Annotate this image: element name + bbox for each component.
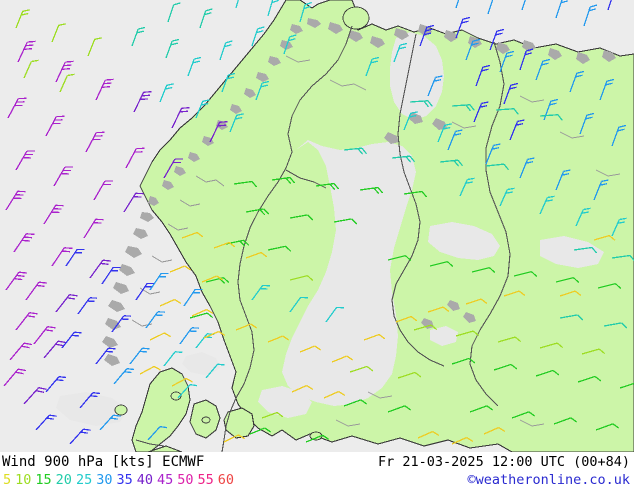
map-title: Wind 900 hPa [kts] ECMWF xyxy=(2,454,205,470)
scale-tick-5: 5 xyxy=(3,472,12,488)
copyright-link[interactable]: ©weatheronline.co.uk xyxy=(467,472,630,488)
national-borders xyxy=(135,25,511,452)
coastal-islands xyxy=(102,18,616,366)
scale-tick-60: 60 xyxy=(217,472,235,488)
scale-tick-40: 40 xyxy=(136,472,153,488)
wind-barbs-yellow xyxy=(139,231,616,445)
scale-tick-15: 15 xyxy=(35,472,52,488)
land-denmark xyxy=(131,367,255,452)
wind-barbs-cyan xyxy=(159,0,627,399)
small-islands xyxy=(114,6,370,441)
scale-tick-55: 55 xyxy=(197,472,214,488)
map-footer: Wind 900 hPa [kts] ECMWF 5 10 15 20 25 30 35 40… xyxy=(0,452,634,490)
scale-tick-25: 25 xyxy=(75,472,93,488)
wind-barb-field xyxy=(3,0,634,445)
wind-barbs-yellowgreen xyxy=(15,9,606,419)
inland-grey-areas xyxy=(56,32,604,426)
scale-tick-10: 10 xyxy=(15,472,32,488)
scale-tick-20: 20 xyxy=(55,472,72,488)
valid-datetime: Fr 21-03-2025 12:00 UTC (00+84) xyxy=(378,454,630,470)
scale-tick-45: 45 xyxy=(157,472,174,488)
scale-tick-30: 30 xyxy=(96,472,113,488)
scale-tick-35: 35 xyxy=(116,472,133,488)
wind-barbs-lightblue xyxy=(99,0,627,441)
wind-barbs-purple xyxy=(3,40,145,387)
scale-tick-50: 50 xyxy=(177,472,194,488)
wind-barbs-violet xyxy=(23,91,228,405)
wind-speed-scale: 5 10 15 20 25 30 35 40 45 50 55 60 xyxy=(3,472,238,488)
scandinavia-wind-barb-map[interactable] xyxy=(0,0,634,452)
wind-barbs-blue xyxy=(35,0,615,445)
